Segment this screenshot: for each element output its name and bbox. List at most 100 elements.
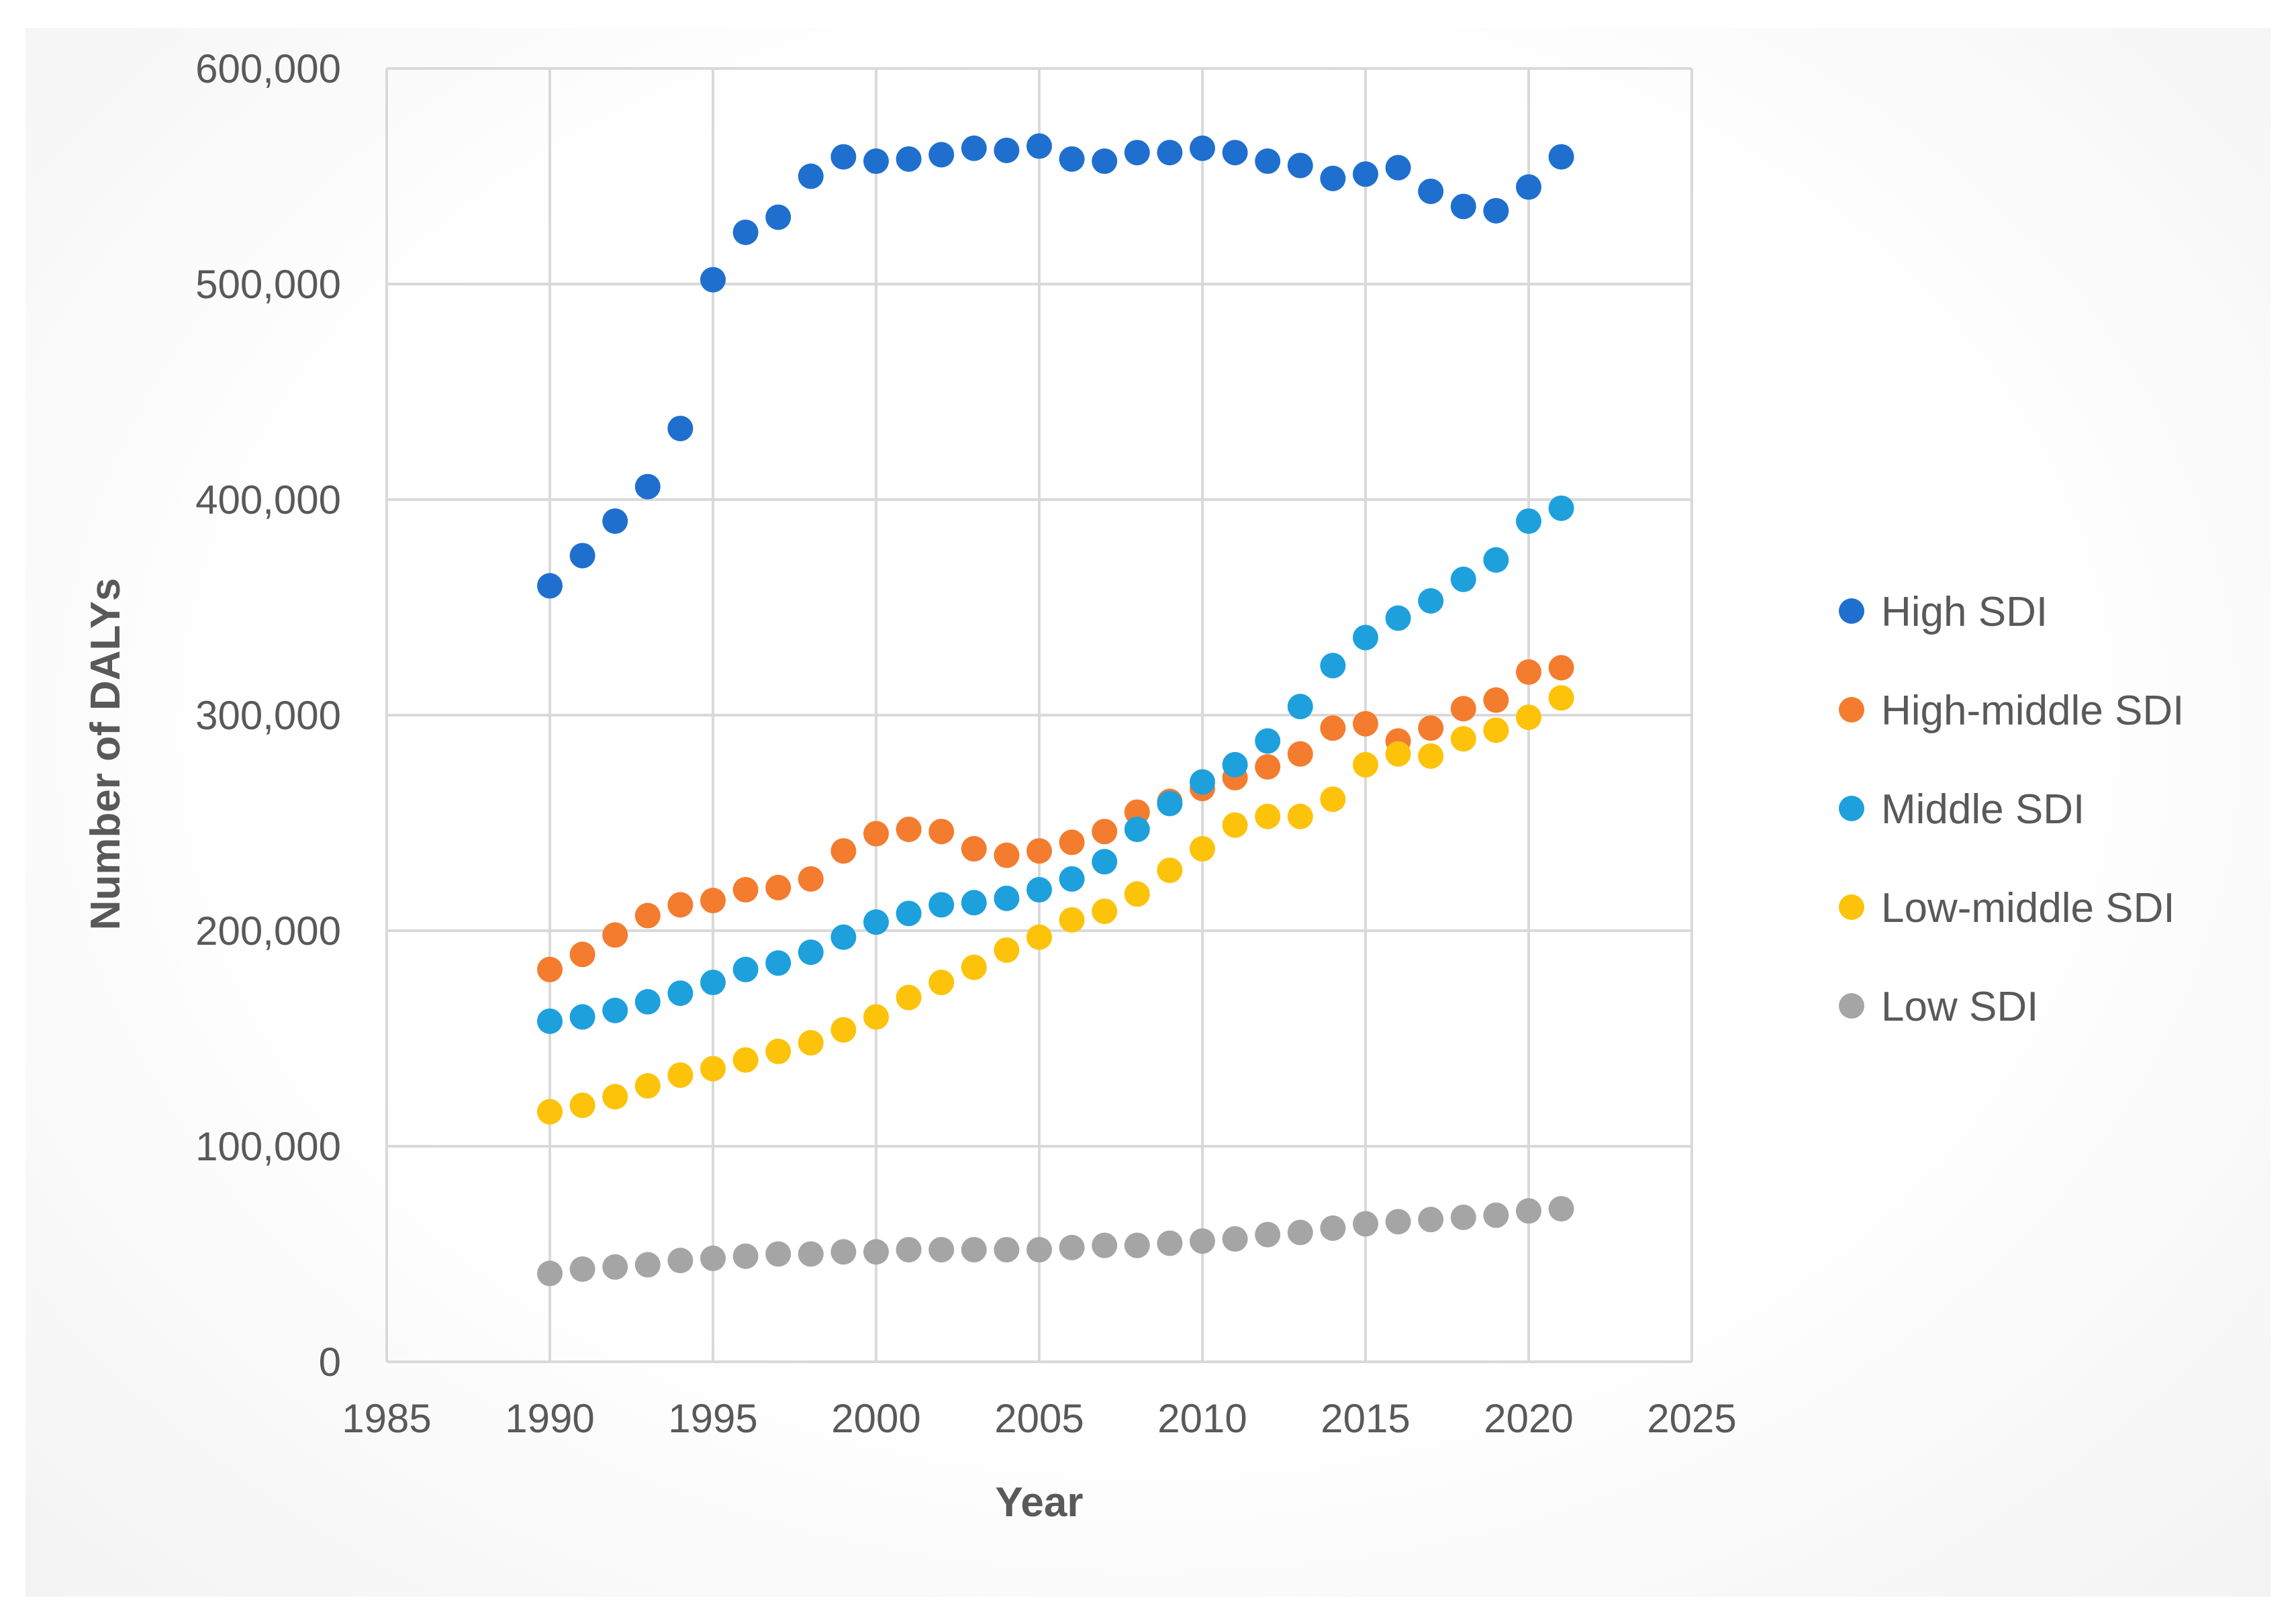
data-point (1483, 1202, 1509, 1228)
data-point (537, 1008, 563, 1034)
data-point (765, 950, 792, 976)
data-point (1124, 1232, 1150, 1258)
x-tick-label: 2005 (994, 1396, 1084, 1441)
data-point (1157, 790, 1183, 817)
data-point (896, 1237, 922, 1263)
legend-marker (1839, 894, 1864, 920)
data-point (1483, 687, 1509, 713)
data-point (1190, 135, 1215, 161)
legend-marker (1839, 993, 1864, 1019)
data-point (863, 909, 889, 935)
data-point (994, 1237, 1020, 1263)
data-point (830, 1239, 857, 1265)
series-low-middle-sdi (537, 685, 1574, 1125)
data-point (1092, 148, 1118, 175)
data-point (1092, 1232, 1118, 1258)
data-point (537, 1260, 563, 1287)
data-point (1287, 741, 1313, 767)
data-point (732, 877, 759, 903)
series-low-sdi (537, 1196, 1574, 1287)
data-point (863, 821, 889, 847)
data-point (1450, 726, 1476, 752)
data-point (1353, 710, 1378, 737)
data-point (667, 416, 693, 442)
data-point (1059, 907, 1085, 933)
legend-marker (1839, 697, 1864, 723)
data-point (1516, 1198, 1541, 1224)
data-point (928, 142, 955, 168)
x-tick-label: 1990 (505, 1396, 594, 1441)
data-point (1059, 146, 1085, 172)
data-point (961, 890, 987, 916)
data-point (700, 267, 726, 293)
tick-labels: 1985 1990 1995 2000 2005 2010 2015 2020 2025 0 100… (195, 46, 1737, 1441)
data-point (994, 137, 1020, 163)
data-point (1516, 659, 1541, 685)
data-point (569, 1093, 595, 1119)
data-point (1026, 877, 1052, 903)
data-point (634, 1073, 661, 1099)
data-point (732, 1243, 759, 1269)
data-point (1092, 898, 1118, 925)
data-point (1483, 197, 1509, 224)
data-point (1026, 924, 1052, 950)
data-point (1287, 803, 1313, 829)
data-point (1418, 178, 1444, 204)
y-axis-title: Number of DALYs (83, 578, 129, 931)
data-point (1287, 1219, 1313, 1246)
data-point (1059, 866, 1085, 892)
data-point (765, 1038, 792, 1064)
data-point (961, 836, 987, 862)
data-point (863, 1004, 889, 1030)
data-point (1287, 694, 1313, 720)
data-point (1483, 547, 1509, 573)
data-point (602, 1084, 628, 1110)
data-point (863, 148, 889, 175)
data-point (928, 892, 955, 918)
data-point (1255, 1221, 1281, 1248)
data-point (1124, 817, 1150, 843)
legend-label: Low-middle SDI (1881, 885, 2175, 931)
data-point (1222, 751, 1248, 778)
x-axis-title: Year (995, 1479, 1083, 1526)
y-tick-label: 300,000 (195, 693, 341, 738)
data-point (1222, 1226, 1248, 1252)
series-high-middle-sdi (537, 655, 1574, 982)
data-point (667, 892, 693, 918)
data-point (1222, 812, 1248, 838)
legend-item: Low-middle SDI (1839, 885, 2175, 931)
data-point (896, 900, 922, 927)
data-point (994, 937, 1020, 963)
data-point (1255, 148, 1281, 175)
legend-label: Low SDI (1881, 984, 2038, 1030)
chart-svg: 1985 1990 1995 2000 2005 2010 2015 2020 2025 0 100… (83, 46, 2184, 1526)
data-points (537, 133, 1574, 1287)
data-point (602, 1254, 628, 1280)
data-point (961, 1237, 987, 1263)
data-point (830, 838, 857, 864)
y-tick-label: 100,000 (195, 1124, 341, 1169)
data-point (1418, 588, 1444, 614)
data-point (602, 508, 628, 535)
data-point (602, 997, 628, 1023)
data-point (1320, 1215, 1346, 1241)
data-point (765, 1241, 792, 1267)
data-point (700, 888, 726, 914)
data-point (1418, 743, 1444, 769)
data-point (634, 1252, 661, 1278)
legend-label: High SDI (1881, 589, 2048, 635)
data-point (569, 1004, 595, 1030)
data-point (928, 1237, 955, 1263)
data-point (1255, 754, 1281, 780)
data-point (569, 543, 595, 569)
data-point (700, 1245, 726, 1271)
data-point (1157, 1230, 1183, 1256)
data-point (896, 984, 922, 1011)
y-tick-label: 0 (319, 1340, 341, 1385)
data-point (1450, 696, 1476, 722)
x-tick-label: 2000 (831, 1396, 920, 1441)
y-tick-label: 500,000 (195, 262, 341, 307)
data-point (1353, 161, 1378, 187)
data-point (1190, 836, 1215, 862)
data-point (700, 970, 726, 996)
